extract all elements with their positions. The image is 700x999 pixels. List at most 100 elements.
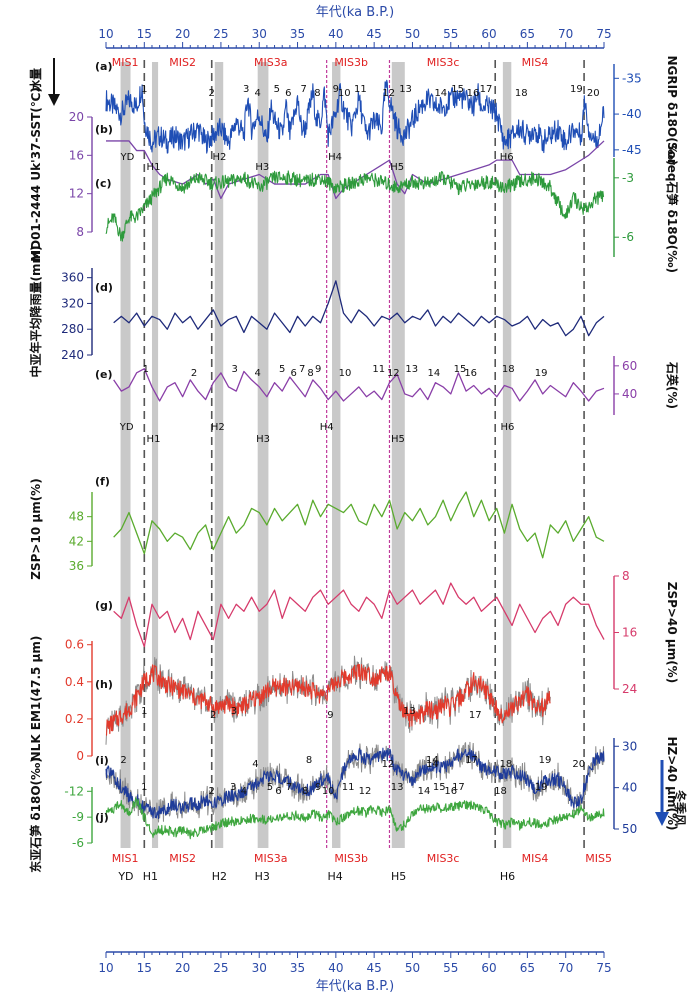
- y-axis-title-i: HZ>40 μm(%): [665, 736, 679, 830]
- y-tick-label-b: 8: [76, 225, 84, 239]
- event-number-a: 4: [255, 88, 261, 99]
- event-number-e: 18: [502, 364, 515, 375]
- event-number-e: 2: [191, 368, 197, 379]
- event-number-a: 8: [314, 88, 320, 99]
- x-tick-label: 70: [558, 961, 573, 975]
- y-tick-label-d: 320: [61, 296, 84, 310]
- x-tick-label: 75: [596, 961, 611, 975]
- mis-label-bottom: MIS3c: [427, 852, 460, 865]
- event-number-i: 14: [426, 759, 439, 770]
- event-label-e: H6: [501, 422, 515, 433]
- event-number-e: 8: [307, 368, 313, 379]
- x-tick-label: 10: [98, 961, 113, 975]
- event-number-h: 1: [141, 706, 147, 717]
- event-number-j: 6: [275, 786, 281, 797]
- mis-label-bottom: MIS4: [522, 852, 549, 865]
- y-tick-label-i: 30: [622, 739, 637, 753]
- x-tick-label: 40: [328, 961, 343, 975]
- event-number-i: 18: [500, 759, 513, 770]
- event-number-i: 19: [539, 755, 552, 766]
- y-axis-title-h: NLK EM1(47.5 μm): [29, 636, 43, 762]
- y-tick-label-f: 42: [69, 534, 84, 548]
- trace-e: [113, 367, 605, 402]
- event-number-j: 8: [302, 786, 308, 797]
- event-number-i: 2: [120, 755, 126, 766]
- event-number-a: 14: [434, 88, 447, 99]
- y-axis-title-f: ZSP>10 μm(%): [29, 478, 43, 579]
- trace-j: [105, 797, 605, 840]
- x-tick-label: 60: [481, 961, 496, 975]
- y-tick-label-h: 0: [76, 749, 84, 763]
- panel-label-b: (b): [95, 123, 113, 136]
- event-number-j: 7: [286, 782, 292, 793]
- x-tick-label: 55: [443, 961, 458, 975]
- event-number-e: 10: [339, 368, 352, 379]
- x-tick-label: 30: [252, 961, 267, 975]
- event-number-a: 20: [587, 88, 600, 99]
- x-tick-label: 25: [213, 27, 228, 41]
- y-tick-label-j: -12: [64, 784, 84, 798]
- y-tick-label-j: -6: [72, 836, 84, 850]
- grey-band-1: [151, 62, 159, 848]
- event-label-b: YD: [120, 152, 135, 163]
- grey-band-5: [391, 62, 405, 848]
- ice-arrow-head: [48, 94, 60, 106]
- event-number-j: 12: [359, 786, 372, 797]
- event-number-a: 3: [243, 84, 249, 95]
- y-tick-label-h: 0.2: [65, 712, 84, 726]
- event-number-h: 13: [403, 706, 416, 717]
- grey-band-0: [120, 62, 131, 848]
- y-tick-label-h: 0.6: [65, 638, 84, 652]
- y-tick-label-j: -9: [72, 810, 84, 824]
- x-tick-label: 50: [405, 961, 420, 975]
- mis-label-bottom: MIS5: [585, 852, 612, 865]
- event-number-j: 1: [141, 782, 147, 793]
- event-number-j: 3: [230, 782, 236, 793]
- y-tick-label-b: 12: [69, 187, 84, 201]
- x-tick-label: 35: [290, 27, 305, 41]
- event-number-h: 2: [210, 710, 216, 721]
- mis-label-top: MIS3c: [427, 56, 460, 69]
- event-number-j: 18: [494, 786, 507, 797]
- event-number-i: 8: [306, 755, 312, 766]
- y-tick-label-a: -45: [622, 143, 642, 157]
- arrow-head: [655, 812, 669, 826]
- x-tick-label: 10: [98, 27, 113, 41]
- mis-label-top: MIS3b: [334, 56, 368, 69]
- event-number-a: 2: [209, 88, 215, 99]
- y-tick-label-a: -35: [622, 71, 642, 85]
- mis-label-bottom: MIS3b: [334, 852, 368, 865]
- mis-label-bottom: MIS1: [112, 852, 139, 865]
- mis-label-top: MIS3a: [254, 56, 287, 69]
- event-number-a: 7: [300, 84, 306, 95]
- x-tick-label: 50: [405, 27, 420, 41]
- event-number-e: 3: [232, 364, 238, 375]
- x-tick-label: 60: [481, 27, 496, 41]
- trace-c: [105, 170, 605, 242]
- event-number-e: 4: [255, 368, 261, 379]
- event-number-e: 1: [143, 364, 149, 375]
- x-tick-label: 20: [175, 27, 190, 41]
- y-axis-title-a: NGRIP δ18O(‰): [665, 56, 679, 166]
- mis-label-top: MIS2: [169, 56, 196, 69]
- event-number-h: 9: [327, 710, 333, 721]
- event-number-e: 5: [279, 364, 285, 375]
- event-number-a: 16: [467, 88, 480, 99]
- panel-label-i: (i): [95, 754, 109, 767]
- x-tick-label: 15: [137, 27, 152, 41]
- event-number-j: 9: [315, 782, 321, 793]
- y-tick-label-f: 36: [69, 559, 84, 573]
- y-tick-label-e: 40: [622, 387, 637, 401]
- panel-label-c: (c): [95, 177, 112, 190]
- x-tick-label: 40: [328, 27, 343, 41]
- event-label-e: H2: [211, 422, 225, 433]
- panel-label-j: (j): [95, 811, 109, 824]
- event-number-a: 13: [399, 84, 412, 95]
- mis-label-bottom: MIS3a: [254, 852, 287, 865]
- mis-label-top: MIS1: [112, 56, 139, 69]
- panel-label-e: (e): [95, 368, 113, 381]
- event-number-j: 10: [322, 786, 335, 797]
- event-label-b: H6: [500, 152, 514, 163]
- x-tick-label: 55: [443, 27, 458, 41]
- event-number-j: 15: [433, 782, 446, 793]
